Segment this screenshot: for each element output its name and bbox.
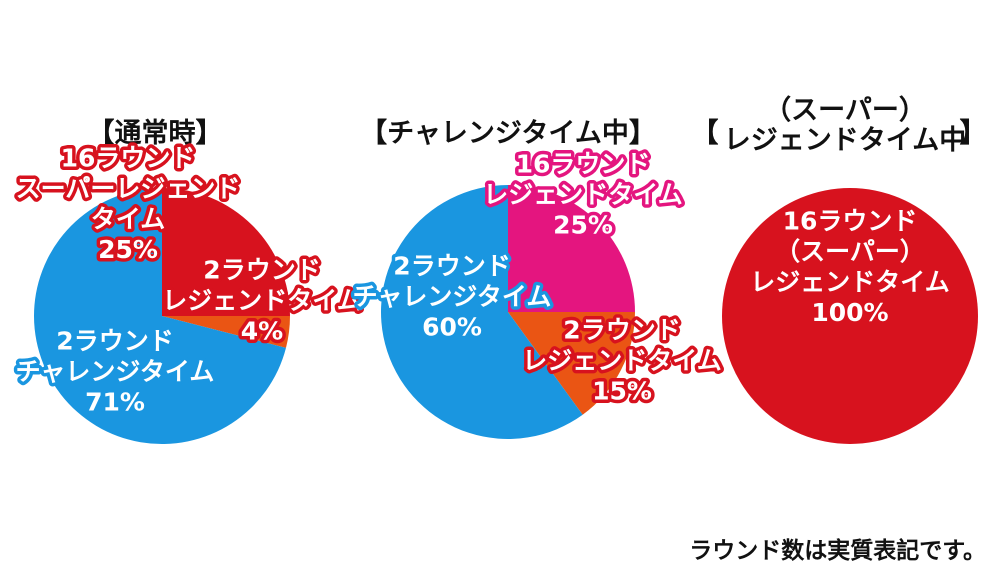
- pie-1-slice-1-label-line-4: 25%: [98, 235, 158, 264]
- pie-1-slice-2: [162, 316, 290, 348]
- pie-2-slice-1-label-line-1: 16ラウンド: [516, 150, 651, 179]
- pie-2-slice-3-label-line-2: チャレンジタイム: [353, 282, 552, 311]
- chart-title-super-bracket-right: 】: [959, 118, 987, 149]
- pie-2-slice-1-label-line-3: 25%: [553, 211, 613, 240]
- chart-title-super-line1: （スーパー）: [764, 95, 926, 126]
- pie-1-slice-1-label-line-2: スーパーレジェンド: [16, 174, 241, 203]
- pie-1-slice-1-label-line-1: 16ラウンド: [61, 143, 196, 172]
- pie-1-slice-1: [162, 188, 290, 316]
- pie-3-slice-1-label-line-4: 100%: [811, 298, 888, 327]
- pie-3-slice-1-label-line-1: 16ラウンド: [783, 206, 918, 235]
- chart-title-super-line2: レジェンドタイム中: [723, 125, 967, 156]
- chart-title-normal: 【通常時】: [87, 118, 223, 149]
- pie-1-slice-3: [33, 188, 286, 444]
- pie-1-slice-3-label-line-3: 71%: [85, 388, 145, 417]
- pie-3-slice-1: [722, 188, 978, 444]
- pie-3-slice-1-label-line-3: レジェンドタイム: [750, 267, 950, 296]
- pie-2-slice-2: [508, 312, 635, 415]
- pie-2-slice-1-label-line-2: レジェンドタイム: [483, 180, 683, 209]
- pie-2-slice-3-label-line-3: 60%: [422, 313, 482, 342]
- pie-2-slice-1: [508, 185, 635, 312]
- chart-title-super-bracket-left: 【: [691, 118, 719, 149]
- pie-1-slice-2-label-line-3: 4%: [241, 317, 283, 346]
- pie-1-slice-2-label-line-1: 2ラウンド: [203, 256, 320, 285]
- chart-title-challenge: 【チャレンジタイム中】: [360, 118, 656, 149]
- pie-2-slice-3-label-line-1: 2ラウンド: [393, 252, 510, 281]
- pie-1-slice-3-label-line-1: 2ラウンド: [56, 327, 173, 356]
- pie-3-slice-1-label-line-2: （スーパー）: [775, 237, 925, 266]
- pie-1-slice-1-label-line-3: タイム: [91, 204, 166, 233]
- pie-1-slice-3-label-line-2: チャレンジタイム: [16, 357, 215, 386]
- pie-2-slice-2-label-line-1: 2ラウンド: [563, 316, 680, 345]
- footnote: ラウンド数は実質表記です。: [689, 538, 986, 564]
- pie-1-slice-2-label-line-2: レジェンドタイム: [162, 286, 362, 315]
- pie-2-slice-2-label-line-2: レジェンドタイム: [522, 346, 722, 375]
- pie-2-slice-2-label-line-3: 15%: [592, 377, 652, 406]
- pie-2-slice-3: [381, 185, 583, 440]
